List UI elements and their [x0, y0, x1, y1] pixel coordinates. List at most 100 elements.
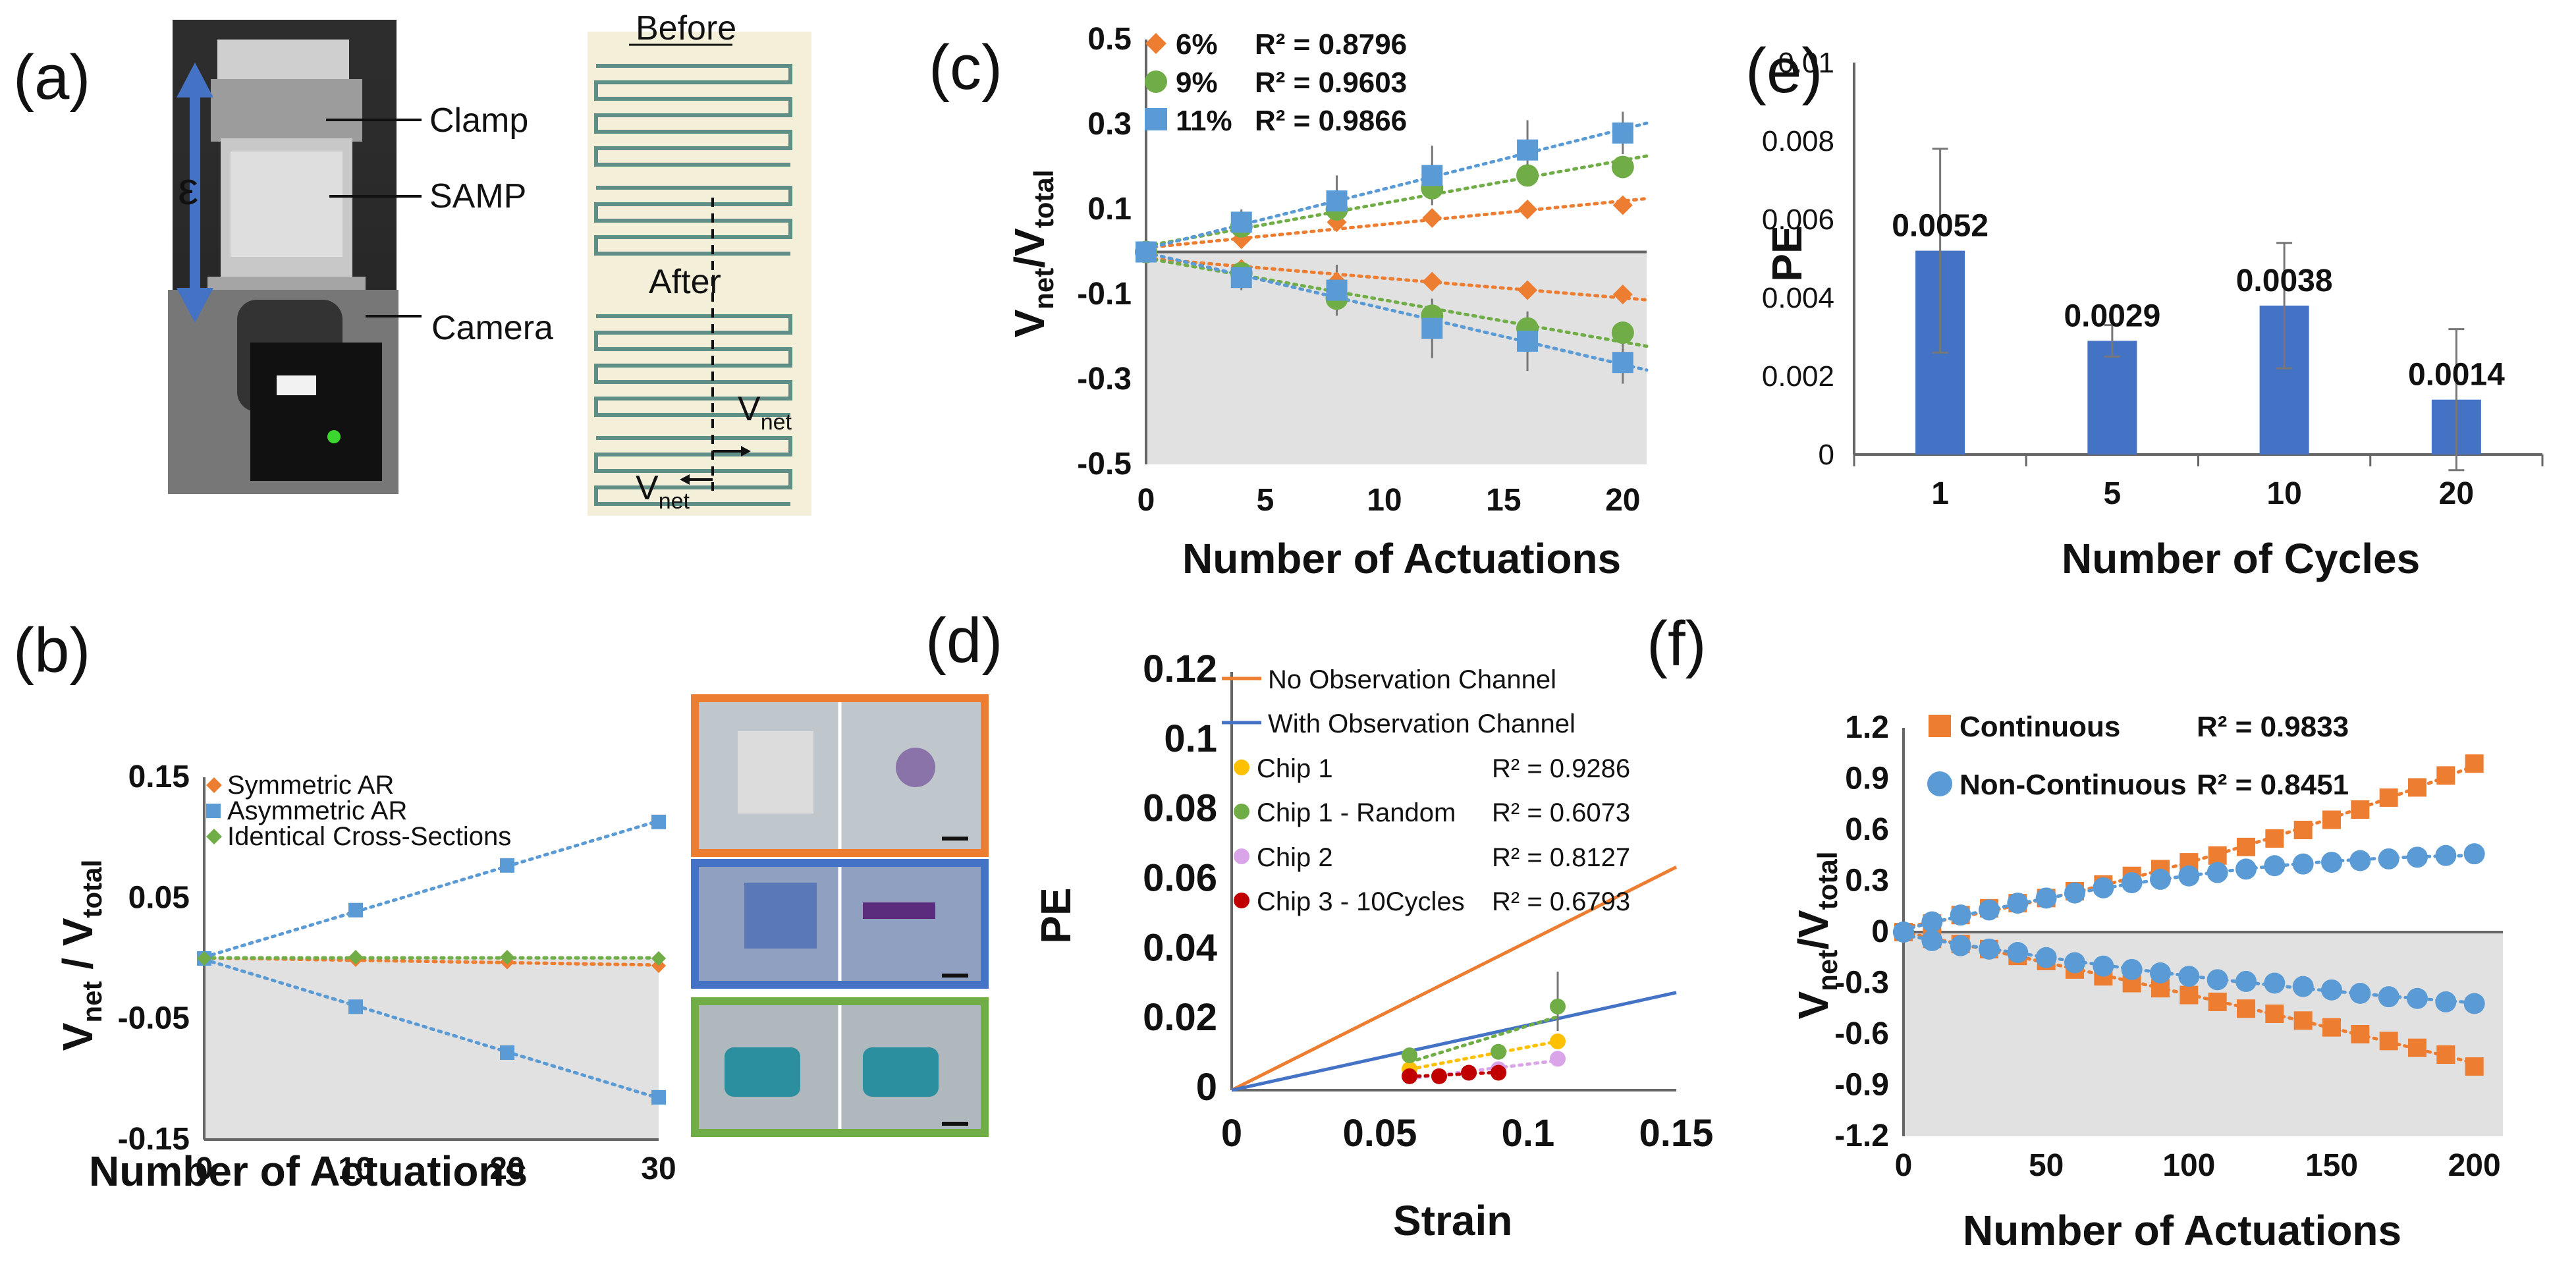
trendline	[1144, 256, 1649, 302]
reference-line	[1231, 991, 1677, 1092]
panel-label-b: (b)	[13, 615, 90, 686]
chart-d: 0.12 0.1 0.08 0.06 0.04 0.02 0 0 0.05 0.1 0.15 No…	[1032, 648, 1713, 1244]
legend-marker-11pct	[1145, 108, 1167, 130]
epsilon-label: ε	[178, 163, 198, 214]
data-point	[651, 814, 666, 829]
x-tick-label: 10	[1367, 483, 1402, 518]
data-point	[1979, 899, 2000, 921]
data-point	[1421, 165, 1443, 186]
data-point	[2465, 1057, 2484, 1076]
panel-label-d: (d)	[925, 605, 1002, 676]
y-tick-label: -0.3	[1834, 966, 1889, 1001]
negative-region-shade	[204, 958, 659, 1140]
data-point	[2378, 986, 2399, 1008]
y-tick-label: 0.004	[1762, 282, 1834, 314]
y-axis-title-d: PE	[1032, 887, 1080, 943]
x-tick-label: 5	[2104, 476, 2122, 511]
data-point	[2007, 942, 2029, 963]
legend-marker-non-continuous	[1927, 771, 1952, 796]
legend-marker-chip3	[1234, 893, 1249, 908]
data-point	[2379, 788, 2398, 807]
legend-marker-chip1	[1234, 759, 1249, 775]
y-tick-label: 0.6	[1845, 812, 1889, 847]
legend-marker-identical	[206, 829, 222, 844]
data-point	[2322, 1018, 2341, 1037]
data-point	[348, 999, 363, 1014]
data-point	[2265, 829, 2284, 848]
x-tick-label: 1	[1931, 476, 1949, 511]
data-point	[500, 950, 514, 965]
data-point	[2435, 844, 2457, 866]
legend-marker-chip2	[1234, 848, 1249, 864]
trendline	[1144, 121, 1649, 251]
legend-r2-chip1: R² = 0.9286	[1492, 754, 1630, 783]
legend-marker-asymmetric	[206, 804, 221, 818]
trendline	[1144, 256, 1649, 348]
chart-f: 1.2 0.9 0.6 0.3 0 -0.3 -0.6 -0.9 -1.2 0 50 100 150 2…	[1790, 710, 2503, 1254]
legend-marker-continuous	[1929, 715, 1951, 737]
data-point	[1550, 1033, 1566, 1049]
reference-line	[1230, 866, 1678, 1092]
legend-label-non-continuous: Non-Continuous	[1959, 769, 2187, 801]
x-tick-label: 15	[1486, 483, 1521, 518]
x-tick-label: 0	[1895, 1148, 1913, 1183]
data-point	[1136, 241, 1157, 263]
x-tick-label: 10	[338, 1151, 373, 1186]
panel-label-a: (a)	[13, 42, 90, 113]
legend-label-chip1: Chip 1	[1257, 754, 1333, 783]
data-point	[1422, 271, 1442, 292]
data-point	[2237, 837, 2255, 856]
data-point	[2407, 846, 2428, 868]
y-tick-label: 0.08	[1143, 787, 1217, 830]
data-point	[2408, 1038, 2426, 1057]
y-axis-title-b: Vnet / Vtotal	[54, 860, 107, 1051]
data-point	[500, 1045, 514, 1060]
data-point	[2293, 821, 2313, 839]
y-tick-label: 0.02	[1143, 996, 1217, 1039]
data-point	[2178, 865, 2200, 887]
x-tick-label: 5	[1257, 483, 1274, 518]
y-tick-label: -0.9	[1834, 1068, 1889, 1103]
y-tick-label: 0	[1819, 439, 1834, 471]
x-tick-label: 200	[2448, 1148, 2501, 1183]
legend-label-identical: Identical Cross-Sections	[227, 822, 511, 851]
data-point	[2407, 987, 2428, 1009]
y-axis-title-f: Vnet/Vtotal	[1790, 852, 1843, 1020]
x-tick-label: 0.1	[1502, 1112, 1555, 1155]
y-tick-label: 0	[1871, 914, 1889, 949]
trendline	[1144, 251, 1649, 372]
data-point	[2463, 993, 2485, 1014]
y-tick-label: -0.05	[118, 1001, 190, 1036]
x-tick-label: 0	[196, 1151, 213, 1186]
legend-r2-continuous: R² = 0.9833	[2197, 711, 2349, 743]
data-point	[2349, 850, 2371, 871]
data-point	[651, 1090, 666, 1105]
label-samp: SAMP	[429, 177, 526, 215]
data-point	[2435, 991, 2457, 1012]
x-tick-label: 20	[2439, 476, 2474, 511]
y-tick-label: 0.1	[1164, 717, 1217, 760]
y-tick-label: -0.3	[1077, 362, 1132, 397]
legend-r2-chip3: R² = 0.6793	[1492, 887, 1630, 916]
data-point	[1402, 1047, 1417, 1064]
data-point	[2436, 1045, 2455, 1064]
data-point	[1611, 321, 1634, 345]
data-point	[2206, 862, 2228, 883]
panel-label-f: (f)	[1647, 609, 1707, 679]
data-point	[2150, 962, 2171, 983]
chart-c: 0.5 0.3 0.1 -0.1 -0.3 -0.5 0 5 10 15 20 6% R² = 0…	[1006, 22, 1649, 582]
data-label: 0.0038	[2236, 263, 2333, 298]
legend-c: 6% R² = 0.8796 9% R² = 0.9603 11% R² = 0…	[1145, 28, 1407, 137]
data-point	[2322, 810, 2341, 829]
photo-channel-before-after: Before After Vnet Vnet	[588, 9, 811, 516]
strain-arrow: ε	[177, 63, 213, 323]
data-point	[2292, 976, 2314, 997]
data-point	[2235, 970, 2257, 992]
x-tick-label: 20	[489, 1151, 524, 1186]
trendline	[202, 956, 661, 967]
data-point	[2206, 969, 2228, 991]
data-point	[2264, 972, 2286, 994]
x-axis-title-d: Strain	[1393, 1197, 1512, 1244]
x-tick-label: 0	[1221, 1112, 1242, 1155]
